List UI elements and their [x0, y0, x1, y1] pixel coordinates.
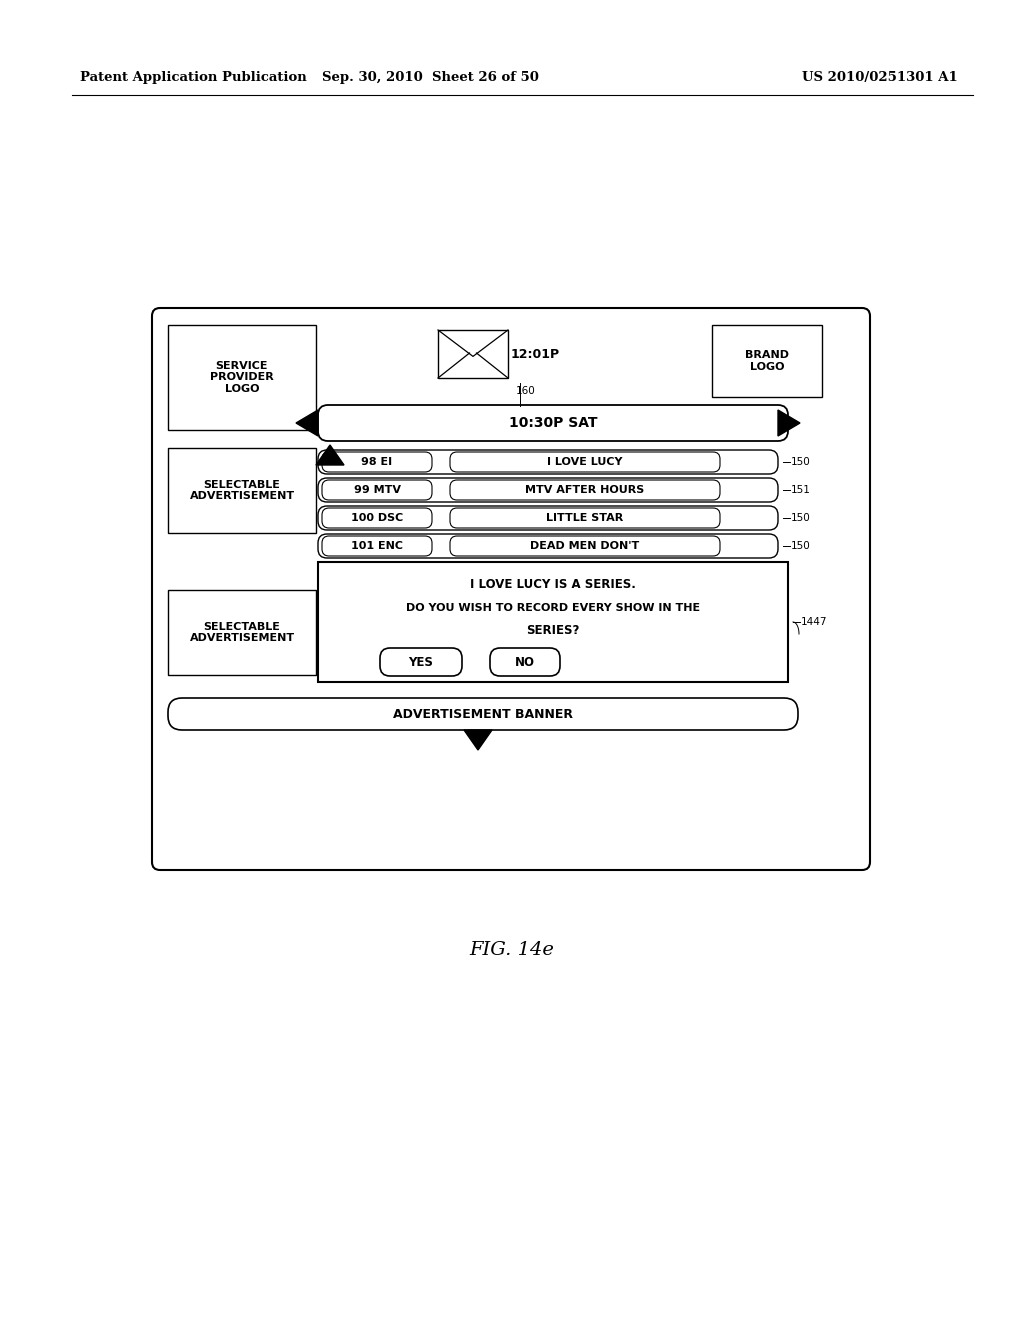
- FancyBboxPatch shape: [322, 536, 432, 556]
- Text: I LOVE LUCY: I LOVE LUCY: [547, 457, 623, 467]
- Text: SELECTABLE
ADVERTISEMENT: SELECTABLE ADVERTISEMENT: [189, 622, 295, 643]
- Bar: [712, 325, 822, 397]
- Text: 99 MTV: 99 MTV: [353, 484, 400, 495]
- FancyBboxPatch shape: [450, 451, 720, 473]
- Text: YES: YES: [409, 656, 433, 668]
- FancyBboxPatch shape: [318, 478, 778, 502]
- Text: FIG. 14e: FIG. 14e: [470, 941, 554, 960]
- Polygon shape: [778, 411, 800, 436]
- Text: DEAD MEN DON'T: DEAD MEN DON'T: [530, 541, 640, 550]
- FancyBboxPatch shape: [318, 450, 778, 474]
- FancyBboxPatch shape: [450, 536, 720, 556]
- Text: BRAND
LOGO: BRAND LOGO: [745, 350, 790, 372]
- FancyBboxPatch shape: [322, 508, 432, 528]
- Bar: [318, 562, 788, 682]
- Text: 150: 150: [791, 457, 811, 467]
- Text: LITTLE STAR: LITTLE STAR: [547, 513, 624, 523]
- Text: 151: 151: [791, 484, 811, 495]
- Text: US 2010/0251301 A1: US 2010/0251301 A1: [802, 71, 957, 84]
- Text: Patent Application Publication: Patent Application Publication: [80, 71, 307, 84]
- FancyBboxPatch shape: [318, 405, 788, 441]
- FancyBboxPatch shape: [322, 480, 432, 500]
- Text: I LOVE LUCY IS A SERIES.: I LOVE LUCY IS A SERIES.: [470, 578, 636, 590]
- Text: 100 DSC: 100 DSC: [351, 513, 403, 523]
- FancyBboxPatch shape: [318, 535, 778, 558]
- Bar: [438, 330, 508, 378]
- Text: 12:01P: 12:01P: [511, 347, 560, 360]
- Text: 98 EI: 98 EI: [361, 457, 392, 467]
- FancyBboxPatch shape: [322, 451, 432, 473]
- Text: Sep. 30, 2010  Sheet 26 of 50: Sep. 30, 2010 Sheet 26 of 50: [322, 71, 539, 84]
- Text: 1447: 1447: [801, 616, 827, 627]
- Text: SERIES?: SERIES?: [526, 623, 580, 636]
- Text: SERVICE
PROVIDER
LOGO: SERVICE PROVIDER LOGO: [210, 360, 273, 395]
- Text: 160: 160: [516, 385, 536, 396]
- Text: 150: 150: [791, 541, 811, 550]
- Text: SELECTABLE
ADVERTISEMENT: SELECTABLE ADVERTISEMENT: [189, 479, 295, 502]
- FancyBboxPatch shape: [490, 648, 560, 676]
- Text: 10:30P SAT: 10:30P SAT: [509, 416, 597, 430]
- Text: 101 ENC: 101 ENC: [351, 541, 403, 550]
- Polygon shape: [316, 445, 344, 465]
- FancyBboxPatch shape: [450, 480, 720, 500]
- Text: NO: NO: [515, 656, 535, 668]
- FancyBboxPatch shape: [380, 648, 462, 676]
- FancyBboxPatch shape: [152, 308, 870, 870]
- Polygon shape: [464, 730, 492, 750]
- FancyBboxPatch shape: [450, 508, 720, 528]
- FancyBboxPatch shape: [168, 698, 798, 730]
- Text: MTV AFTER HOURS: MTV AFTER HOURS: [525, 484, 645, 495]
- Text: DO YOU WISH TO RECORD EVERY SHOW IN THE: DO YOU WISH TO RECORD EVERY SHOW IN THE: [406, 603, 700, 612]
- Polygon shape: [296, 411, 318, 436]
- FancyBboxPatch shape: [318, 506, 778, 531]
- Bar: [168, 590, 316, 675]
- Text: ADVERTISEMENT BANNER: ADVERTISEMENT BANNER: [393, 708, 573, 721]
- Bar: [168, 447, 316, 533]
- Bar: [168, 325, 316, 430]
- Text: 150: 150: [791, 513, 811, 523]
